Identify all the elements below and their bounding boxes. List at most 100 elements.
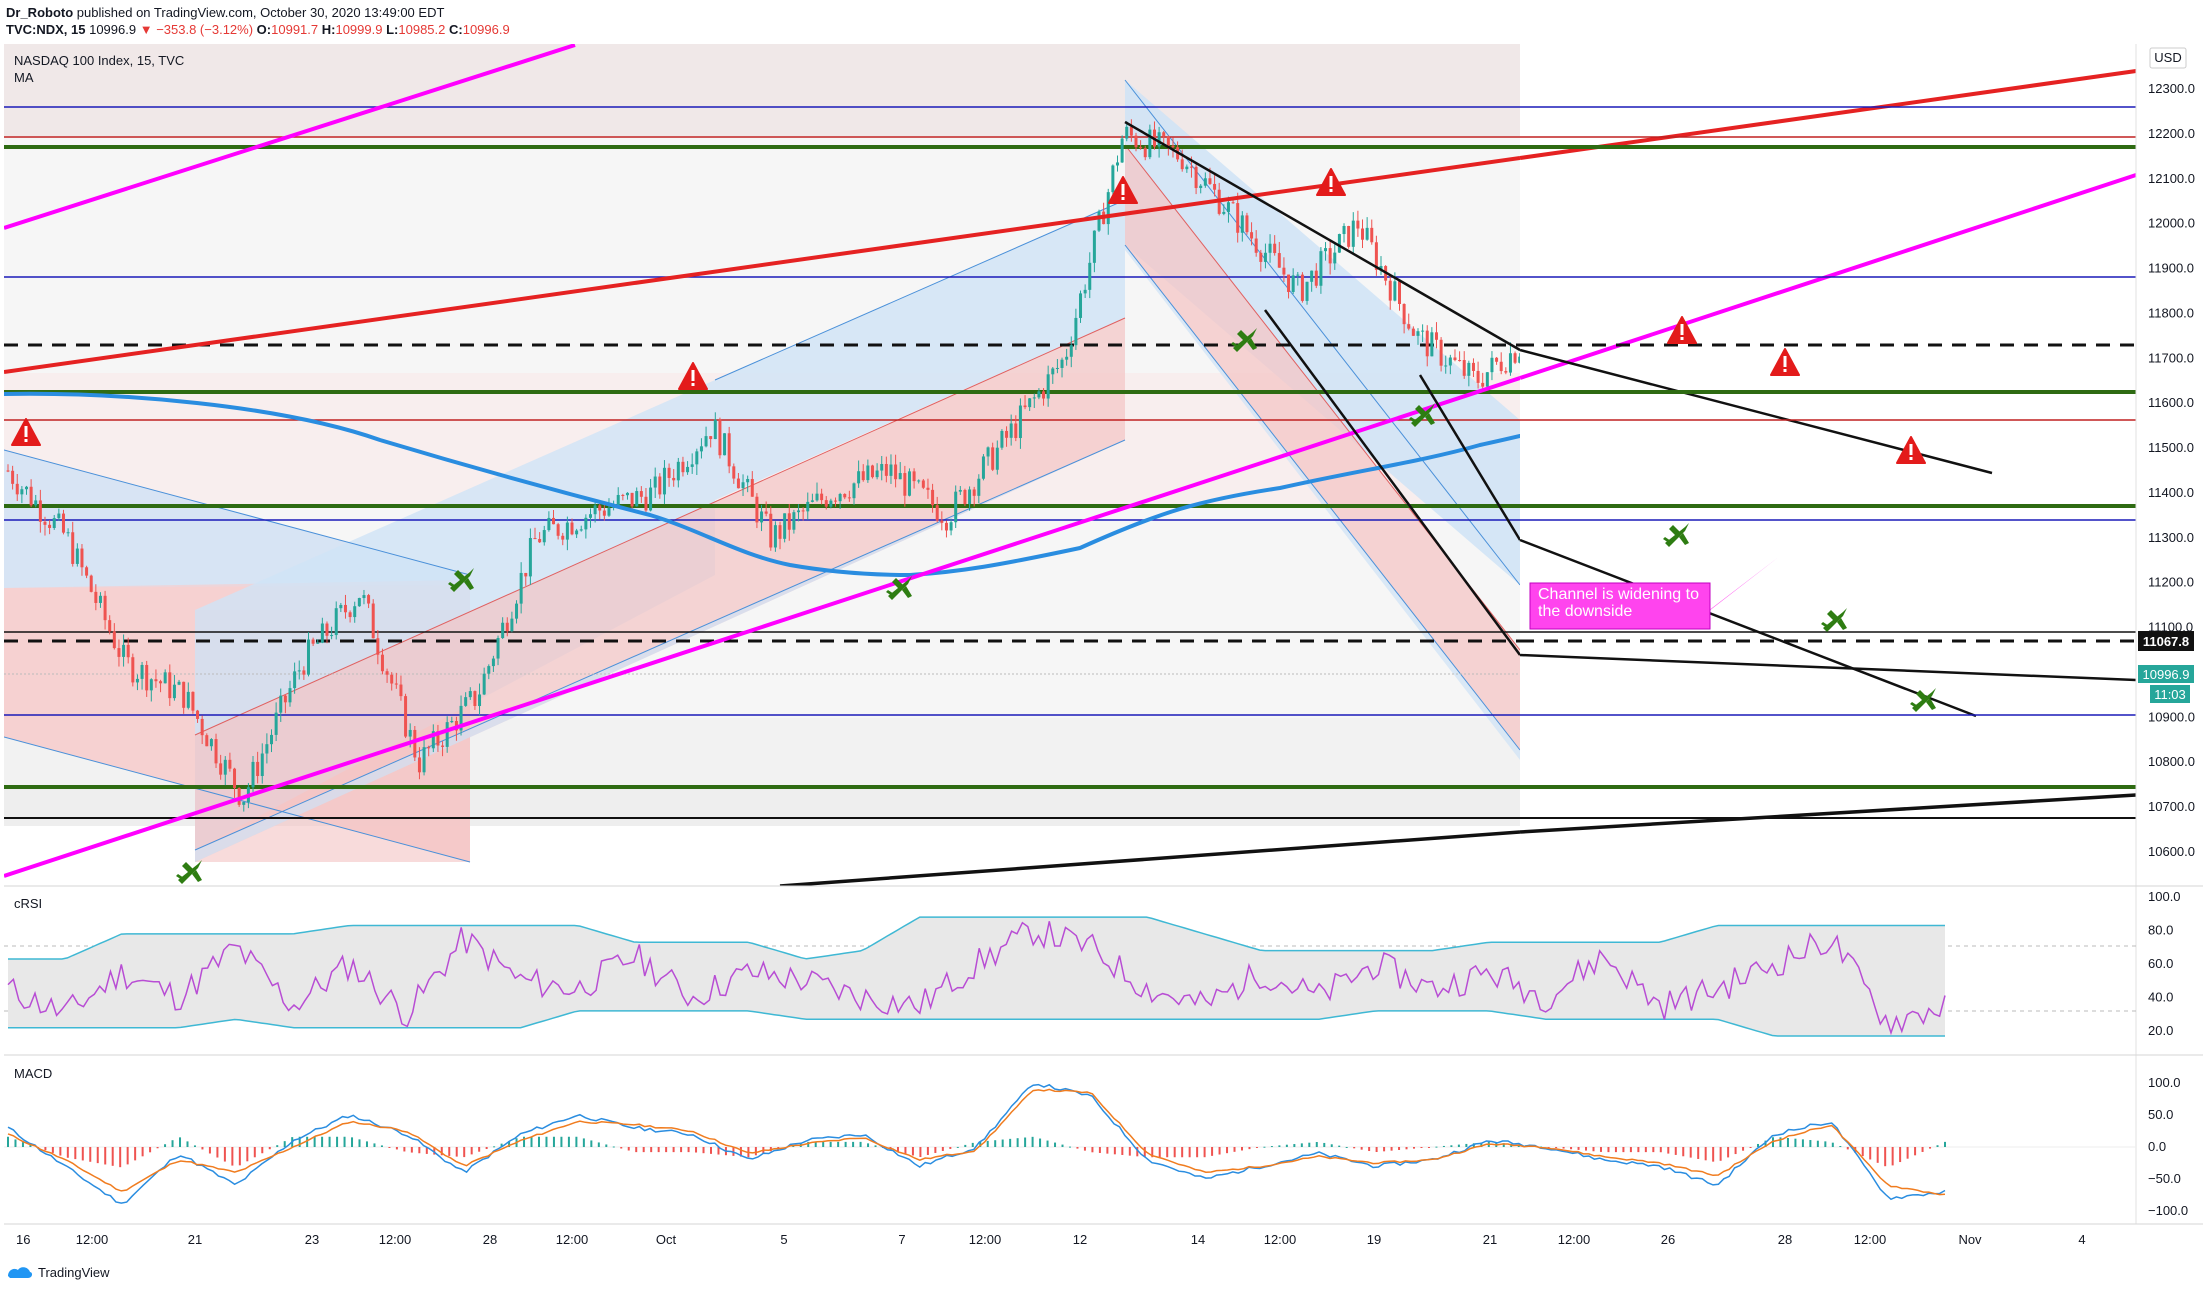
macd-histogram-bar [1390, 1147, 1393, 1151]
macd-histogram-bar [837, 1141, 840, 1147]
main-pane[interactable] [4, 44, 2137, 886]
candle-body [1462, 360, 1466, 376]
candle-body [1203, 178, 1207, 186]
time-tick-label: 21 [1483, 1232, 1497, 1247]
candle-body [1208, 178, 1212, 184]
candle-body [1273, 243, 1277, 254]
warning-icon[interactable] [1770, 348, 1800, 376]
candle-body [1560, 353, 1563, 380]
macd-histogram-bar [1719, 1147, 1722, 1161]
macd-histogram-bar [268, 1147, 271, 1150]
macd-histogram-bar [1764, 1140, 1767, 1147]
candle-body [718, 419, 722, 456]
candle-body [1263, 252, 1267, 262]
candle-body [1828, 571, 1831, 588]
macd-histogram-bar [986, 1140, 989, 1147]
crsi-pane[interactable]: cRSI 20.0 40.0 60.0 80.0 100.0 [4, 889, 2181, 1038]
candle-body [565, 522, 569, 540]
time-tick-label: 16 [16, 1232, 30, 1247]
candle-body [1652, 367, 1655, 390]
candle-body [487, 666, 491, 674]
candle-body [1079, 293, 1083, 318]
candle-body [214, 739, 218, 764]
macd-histogram-bar [328, 1136, 331, 1147]
macd-histogram-bar [582, 1138, 585, 1147]
buy-signal-plane-icon[interactable] [1821, 608, 1847, 632]
time-axis[interactable]: 16 12:00 21 23 12:00 28 12:00 Oct 5 7 12:00 12 14 12:… [16, 1232, 2086, 1247]
annotation-callout[interactable]: Channel is widening to the downside [1529, 556, 1780, 630]
time-tick-label: 12:00 [1558, 1232, 1591, 1247]
macd-histogram-bar [702, 1147, 705, 1154]
candle-body [371, 603, 375, 639]
macd-histogram-bar [313, 1136, 316, 1147]
macd-histogram-bar [1420, 1147, 1423, 1148]
candle-body [870, 465, 874, 478]
candle-body [413, 729, 417, 758]
macd-histogram-bar [306, 1136, 309, 1147]
candle-body [1541, 330, 1544, 341]
macd-pane[interactable]: MACD −100.0 −50.0 0.0 50.0 100.0 [4, 1066, 2188, 1218]
crsi-tick-label: 80.0 [2148, 923, 2173, 938]
time-tick-label: 12:00 [1264, 1232, 1297, 1247]
macd-histogram-bar [1031, 1136, 1034, 1147]
candle-body [954, 491, 958, 523]
candle-body [75, 548, 79, 564]
ma-indicator-label[interactable]: MA [14, 70, 34, 85]
candle-body [1749, 425, 1752, 451]
candle-body [991, 447, 995, 470]
macd-histogram-bar [1181, 1147, 1184, 1158]
candle-body [820, 493, 824, 501]
price-tag-upper: 11067.8 [2143, 634, 2189, 649]
candle-body [1434, 332, 1438, 340]
candle-body [1883, 521, 1886, 528]
symbol-label[interactable]: TVC:NDX, 15 [6, 22, 86, 37]
candle-body [524, 572, 528, 577]
candle-body [829, 500, 833, 507]
macd-histogram-bar [1831, 1142, 1834, 1147]
crsi-lower-band [8, 1010, 1945, 1037]
macd-histogram-bar [373, 1143, 376, 1147]
candle-body [1708, 408, 1711, 435]
candle-body [482, 673, 486, 695]
macd-histogram-bar [732, 1147, 735, 1156]
author-name[interactable]: Dr_Roboto [6, 5, 74, 20]
candle-body [325, 623, 329, 636]
candle-body [528, 538, 532, 577]
candle-body [1583, 380, 1586, 400]
price-axis[interactable]: USD 10600.010700.010800.010900.011000.01… [2135, 44, 2195, 1224]
macd-histogram-bar [1727, 1147, 1730, 1158]
macd-histogram-bar [612, 1146, 615, 1148]
candle-body [695, 451, 699, 465]
macd-histogram-bar [680, 1147, 683, 1153]
candle-body [52, 518, 56, 528]
macd-histogram-bar [149, 1147, 152, 1153]
macd-histogram-bar [119, 1147, 122, 1168]
candle-body [29, 486, 33, 506]
buy-signal-plane-icon[interactable] [1663, 523, 1689, 547]
macd-histogram-bar [1196, 1147, 1199, 1158]
price-candles [6, 119, 1910, 812]
trend-lines-extended [1519, 69, 2137, 834]
candle-body [1037, 391, 1041, 398]
candle-body [339, 604, 343, 609]
macd-histogram-bar [1054, 1142, 1057, 1147]
price-tick-label: 11900.0 [2148, 261, 2194, 276]
footer-brand[interactable]: TradingView [6, 1264, 110, 1280]
price-tick-label: 11200.0 [2148, 575, 2194, 590]
annotation-text: Channel is widening to the downside [1538, 586, 1699, 620]
candle-body [981, 456, 985, 479]
macd-histogram-bar [463, 1147, 466, 1158]
candle-body [1569, 386, 1572, 390]
close-label: C: [449, 22, 463, 37]
candle-body [1860, 538, 1863, 559]
macd-histogram-bar [1383, 1147, 1386, 1152]
macd-histogram-bar [493, 1146, 496, 1148]
candle-body [1662, 376, 1665, 378]
candle-body [1907, 574, 1910, 575]
candle-body [1809, 538, 1812, 541]
candle-body [1226, 202, 1230, 212]
macd-histogram-bar [1697, 1147, 1700, 1159]
candle-body [736, 478, 740, 489]
macd-histogram-bar [904, 1147, 907, 1154]
